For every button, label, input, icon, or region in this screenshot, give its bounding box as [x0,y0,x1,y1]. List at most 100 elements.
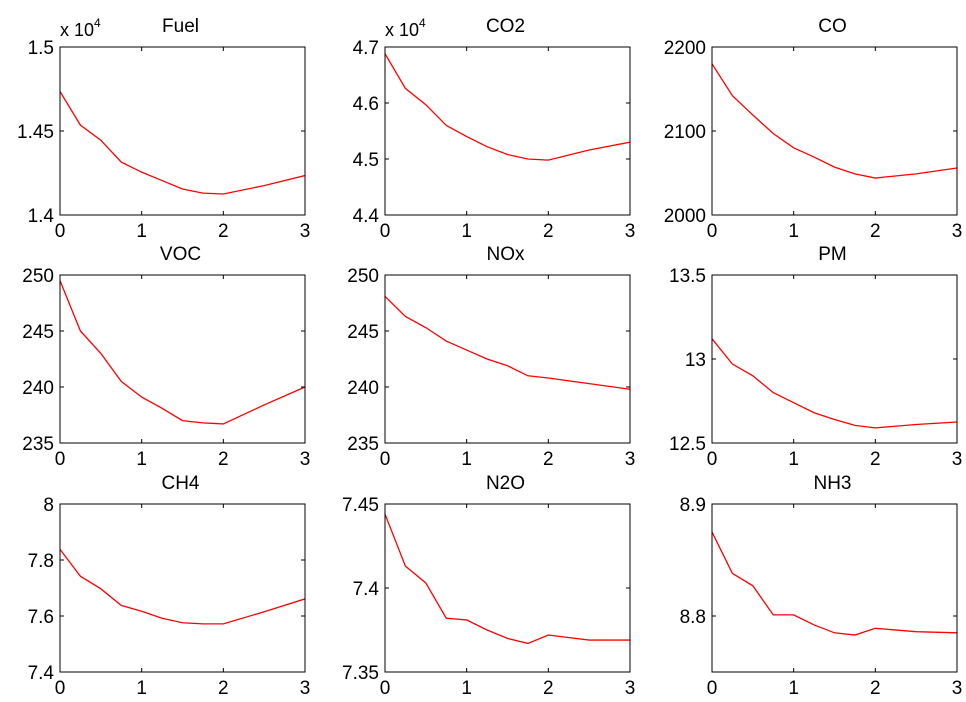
x-tick-label: 3 [300,449,311,470]
x-tick-label: 1 [136,449,147,470]
x-tick-label: 3 [952,678,963,699]
series-line [60,548,305,625]
x-tick-label: 2 [543,449,554,470]
x-tick-label: 1 [461,678,472,699]
series-line [385,53,630,161]
x-tick-label: 0 [380,221,391,242]
y-tick-label: 7.35 [342,663,379,684]
x-tick-label: 2 [543,221,554,242]
x-tick-label: 0 [707,678,718,699]
subplot-title: CH4 [161,473,199,494]
subplot-title: NOx [487,244,526,265]
subplot-pm: 0 1 2 3 12.5 13 13.5 PM [669,244,962,470]
x-tick-label: 3 [625,221,636,242]
x-tick-label: 0 [380,449,391,470]
subplot-nh3: 0 1 2 3 8.8 8.9 NH3 [680,473,963,699]
y-tick-label: 8.9 [680,495,706,516]
y-tick-label: 245 [347,322,379,343]
subplot-voc: 0 1 2 3 235 240 245 250 VOC [22,244,310,470]
x-tick-label: 3 [625,678,636,699]
y-tick-label: 235 [22,434,54,455]
y-tick-label: 7.4 [28,663,55,684]
x-tick-label: 0 [380,678,391,699]
subplot-title: VOC [160,244,201,265]
y-tick-label: 4.4 [353,206,380,227]
y-tick-label: 7.4 [353,579,380,600]
axes-box [59,274,306,444]
y-tick-label: 2200 [664,38,706,59]
subplot-fuel: 0 1 2 3 1.4 1.45 1.5 Fuel x 104 [17,16,310,242]
y-tick-label: 235 [347,434,379,455]
x-tick-label: 1 [788,449,799,470]
series-line [712,531,957,636]
x-tick-label: 2 [870,449,881,470]
series-line [712,63,957,179]
x-tick-label: 3 [300,221,311,242]
x-tick-label: 0 [55,221,66,242]
y-tick-label: 4.7 [353,38,379,59]
x-tick-label: 1 [461,449,472,470]
x-tick-label: 2 [870,678,881,699]
y-tick-label: 8.8 [680,607,706,628]
x-tick-label: 1 [136,678,147,699]
y-tick-label: 13 [685,350,706,371]
x-tick-label: 1 [136,221,147,242]
x-tick-label: 3 [625,449,636,470]
subplot-nox: 0 1 2 3 235 240 245 250 NOx [347,244,635,470]
series-line [385,513,630,645]
y-tick-label: 7.45 [342,495,379,516]
y-tick-label: 7.6 [28,607,54,628]
subplot-title: Fuel [162,16,199,37]
x-tick-label: 3 [952,221,963,242]
y-tick-label: 240 [347,378,379,399]
subplot-title: NH3 [813,473,851,494]
y-multiplier-label: x 104 [385,16,426,40]
x-tick-label: 3 [952,449,963,470]
y-tick-label: 250 [22,266,54,287]
subplot-title: CO [818,16,847,37]
axes-box [384,274,631,444]
y-tick-label: 250 [347,266,379,287]
y-tick-label: 4.5 [353,150,379,171]
subplot-title: CO2 [486,16,525,37]
y-tick-label: 7.8 [28,551,54,572]
x-tick-label: 0 [55,678,66,699]
axes-box [384,46,631,216]
x-tick-label: 1 [461,221,472,242]
y-tick-label: 1.4 [28,206,55,227]
x-tick-label: 0 [707,449,718,470]
y-tick-label: 2000 [664,206,706,227]
series-line [60,280,305,425]
y-tick-label: 240 [22,378,54,399]
x-tick-label: 3 [300,678,311,699]
y-tick-label: 8 [43,495,54,516]
x-tick-label: 2 [218,221,229,242]
y-tick-label: 1.45 [17,122,54,143]
subplot-title: PM [818,244,847,265]
y-tick-label: 2100 [664,122,706,143]
y-tick-label: 1.5 [28,38,54,59]
series-line [712,338,957,429]
axes-box [711,503,958,673]
x-tick-label: 1 [788,678,799,699]
series-line [385,295,630,390]
axes-box [59,503,306,673]
x-tick-label: 2 [218,449,229,470]
subplot-co: 0 1 2 3 2000 2100 2200 CO [664,16,963,242]
x-tick-label: 2 [543,678,554,699]
subplot-title: N2O [486,473,525,494]
x-tick-label: 2 [218,678,229,699]
x-tick-label: 0 [55,449,66,470]
x-tick-label: 0 [707,221,718,242]
subplot-co2: 0 1 2 3 4.4 4.5 4.6 4.7 CO2 x 104 [353,16,636,242]
series-line [60,91,305,195]
y-tick-label: 12.5 [669,434,706,455]
y-multiplier-label: x 104 [60,16,101,40]
y-tick-label: 4.6 [353,94,379,115]
y-tick-label: 245 [22,322,54,343]
subplot-ch4: 0 1 2 3 7.4 7.6 7.8 8 CH4 [28,473,311,699]
y-tick-label: 13.5 [669,266,706,287]
x-tick-label: 2 [870,221,881,242]
